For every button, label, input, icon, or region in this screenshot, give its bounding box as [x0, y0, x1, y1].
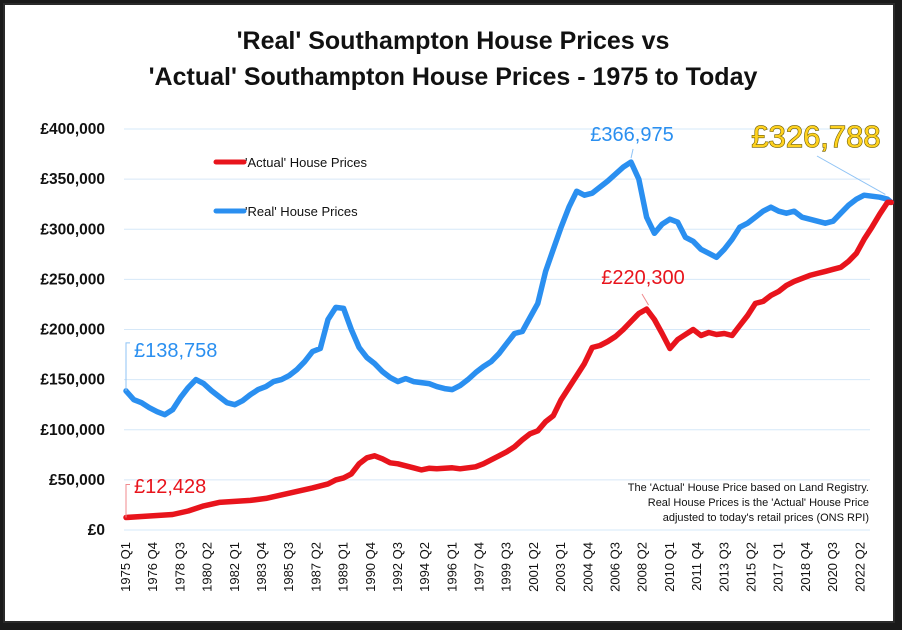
x-tick-label: 1985 Q3 [281, 542, 296, 592]
annotation-actual-peak: £220,300 [601, 267, 684, 289]
note-line-1: The 'Actual' House Price based on Land R… [628, 482, 869, 494]
x-tick-label: 1982 Q1 [227, 542, 242, 592]
x-tick-label: 1976 Q4 [145, 542, 160, 592]
x-tick-label: 2020 Q3 [825, 542, 840, 592]
x-tick-label: 1987 Q2 [308, 542, 323, 592]
x-tick-label: 2022 Q2 [852, 542, 867, 592]
y-tick-label: £150,000 [40, 372, 105, 389]
x-tick-label: 1975 Q1 [118, 542, 133, 592]
y-tick-label: £0 [88, 522, 105, 539]
annotation-latest: £326,788 [751, 119, 880, 154]
line-chart: 'Real' Southampton House Prices vs 'Actu… [40, 27, 895, 592]
x-tick-label: 1980 Q2 [200, 542, 215, 592]
x-tick-label: 2013 Q3 [716, 542, 731, 592]
legend-label-actual: 'Actual' House Prices [245, 155, 368, 170]
note-line-2: Real House Prices is the 'Actual' House … [648, 497, 869, 509]
chart-frame: 'Real' Southampton House Prices vs 'Actu… [3, 3, 895, 623]
legend-label-real: 'Real' House Prices [245, 204, 358, 219]
x-tick-label: 1978 Q3 [172, 542, 187, 592]
x-tick-label: 1999 Q3 [499, 542, 514, 592]
x-tick-label: 2003 Q1 [553, 542, 568, 592]
x-tick-label: 2017 Q1 [771, 542, 786, 592]
source-note: The 'Actual' House Price based on Land R… [628, 482, 869, 524]
y-tick-label: £400,000 [40, 121, 105, 138]
chart-title-line-2: 'Actual' Southampton House Prices - 1975… [149, 63, 758, 91]
y-tick-label: £100,000 [40, 422, 105, 439]
leader-line [125, 342, 130, 391]
x-tick-label: 2011 Q4 [689, 542, 704, 591]
x-axis-ticks: 1975 Q1 1976 Q4 1978 Q3 1980 Q2 1982 Q1 1983 … [118, 542, 867, 592]
x-tick-label: 1997 Q4 [472, 542, 487, 592]
y-tick-label: £250,000 [40, 271, 105, 288]
x-tick-label: 2018 Q4 [798, 542, 813, 592]
leader-line [641, 293, 650, 306]
y-tick-label: £350,000 [40, 171, 105, 188]
annotation-real-start: £138,758 [134, 340, 217, 362]
annotation-real-peak: £366,975 [590, 124, 673, 146]
series-line-actual [123, 199, 895, 521]
series-lines [123, 159, 895, 521]
x-tick-label: 1989 Q1 [336, 542, 351, 592]
x-tick-label: 1994 Q2 [417, 542, 432, 592]
x-tick-label: 2001 Q2 [526, 542, 541, 592]
x-tick-label: 1992 Q3 [390, 542, 405, 592]
annotation-actual-start: £12,428 [134, 476, 206, 498]
y-tick-label: £200,000 [40, 322, 105, 339]
x-tick-label: 1983 Q4 [254, 542, 269, 592]
x-tick-label: 2008 Q2 [635, 542, 650, 592]
x-tick-label: 2015 Q2 [743, 542, 758, 592]
legend: 'Actual' House Prices 'Real' House Price… [213, 155, 368, 219]
x-tick-label: 2006 Q3 [608, 542, 623, 592]
x-tick-label: 1990 Q4 [363, 542, 378, 592]
x-tick-label: 2004 Q4 [580, 542, 595, 592]
y-tick-label: £50,000 [49, 472, 105, 489]
leader-line [816, 155, 886, 195]
annotations: £138,758 £12,428 £366,975 £220,300 £326,788 [125, 118, 886, 518]
gridlines [124, 128, 870, 531]
leader-line [125, 484, 130, 518]
note-line-3: adjusted to today's retail prices (ONS R… [663, 512, 869, 524]
series-line-real [123, 159, 895, 418]
leader-line [630, 148, 634, 159]
x-tick-label: 1996 Q1 [444, 542, 459, 592]
y-tick-label: £300,000 [40, 221, 105, 238]
y-axis-ticks: £0 £50,000 £100,000 £150,000 £200,000 £250,00… [40, 121, 105, 539]
chart-title-line-1: 'Real' Southampton House Prices vs [237, 27, 670, 55]
x-tick-label: 2010 Q1 [662, 542, 677, 592]
